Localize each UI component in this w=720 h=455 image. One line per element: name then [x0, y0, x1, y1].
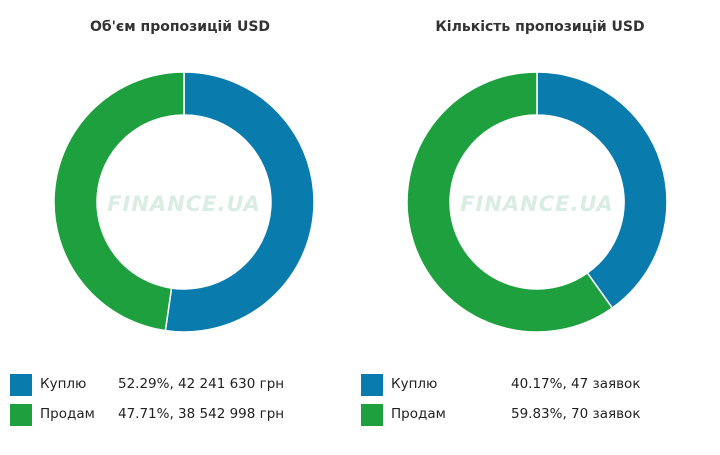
chart-title: Об'єм пропозицій USD	[89, 19, 271, 35]
watermark-text: FINANCE.UA	[460, 192, 614, 216]
donut-slice-sell	[53, 71, 185, 332]
legend-item-sell: Продам 59.83%, 70 заявок	[361, 404, 701, 426]
count-chart-panel: Кількість пропозицій USD FINANCE.UA Купл…	[360, 0, 720, 455]
legend-swatch-sell	[10, 404, 32, 426]
legend-label: Куплю	[40, 376, 87, 392]
legend-swatch-sell	[361, 404, 383, 426]
legend-item-buy: Куплю 40.17%, 47 заявок	[361, 374, 701, 396]
volume-chart-panel: Об'єм пропозицій USD FINANCE.UA Куплю 52…	[10, 19, 350, 426]
legend-label: Продам	[391, 406, 446, 422]
legend-swatch-buy	[10, 374, 32, 396]
legend-value: 40.17%, 47 заявок	[511, 376, 641, 392]
legend-value: 47.71%, 38 542 998 грн	[118, 406, 285, 422]
legend-swatch-buy	[361, 374, 383, 396]
legend-item-buy: Куплю 52.29%, 42 241 630 грн	[10, 374, 350, 396]
legend-value: 59.83%, 70 заявок	[511, 406, 641, 422]
chart-title: Кількість пропозицій USD	[435, 19, 645, 35]
donut-slice-buy	[536, 71, 668, 310]
legend-value: 52.29%, 42 241 630 грн	[118, 376, 285, 392]
donut-chart: FINANCE.UA	[53, 71, 315, 333]
donut-chart: FINANCE.UA	[406, 71, 668, 333]
legend-label: Продам	[40, 406, 95, 422]
donut-slice-buy	[164, 71, 315, 333]
watermark-text: FINANCE.UA	[107, 192, 261, 216]
legend-item-sell: Продам 47.71%, 38 542 998 грн	[10, 404, 350, 426]
donut-slice-sell	[406, 71, 614, 333]
legend-label: Куплю	[391, 376, 438, 392]
